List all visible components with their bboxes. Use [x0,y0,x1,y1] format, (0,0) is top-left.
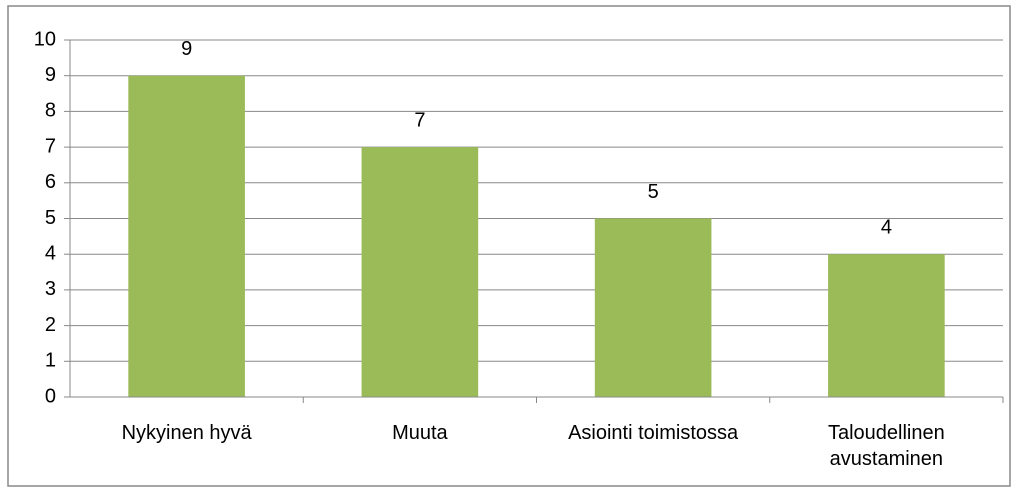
y-tick-label: 4 [45,242,56,264]
y-tick-label: 3 [45,278,56,300]
data-label: 7 [414,109,425,131]
bar [361,147,479,397]
data-label: 4 [881,216,892,238]
x-tick-label: Nykyinen hyvä [121,422,252,444]
bar [828,254,945,397]
y-tick-label: 1 [45,350,56,372]
x-tick-label: Muuta [392,422,448,444]
bar [128,75,245,397]
x-tick-label: Taloudellinen avustaminen [827,422,945,470]
data-label: 5 [648,181,659,203]
y-tick-label: 5 [45,207,56,229]
bar [594,218,712,397]
y-tick-label: 7 [45,135,56,157]
x-tick-label: Asiointi toimistossa [568,422,739,444]
y-tick-label: 10 [34,28,56,50]
y-tick-label: 0 [45,385,56,407]
y-tick-label: 2 [45,314,56,336]
data-label: 9 [181,38,192,60]
y-tick-label: 9 [45,64,56,86]
y-tick-label: 6 [45,171,56,193]
y-tick-label: 8 [45,100,56,122]
